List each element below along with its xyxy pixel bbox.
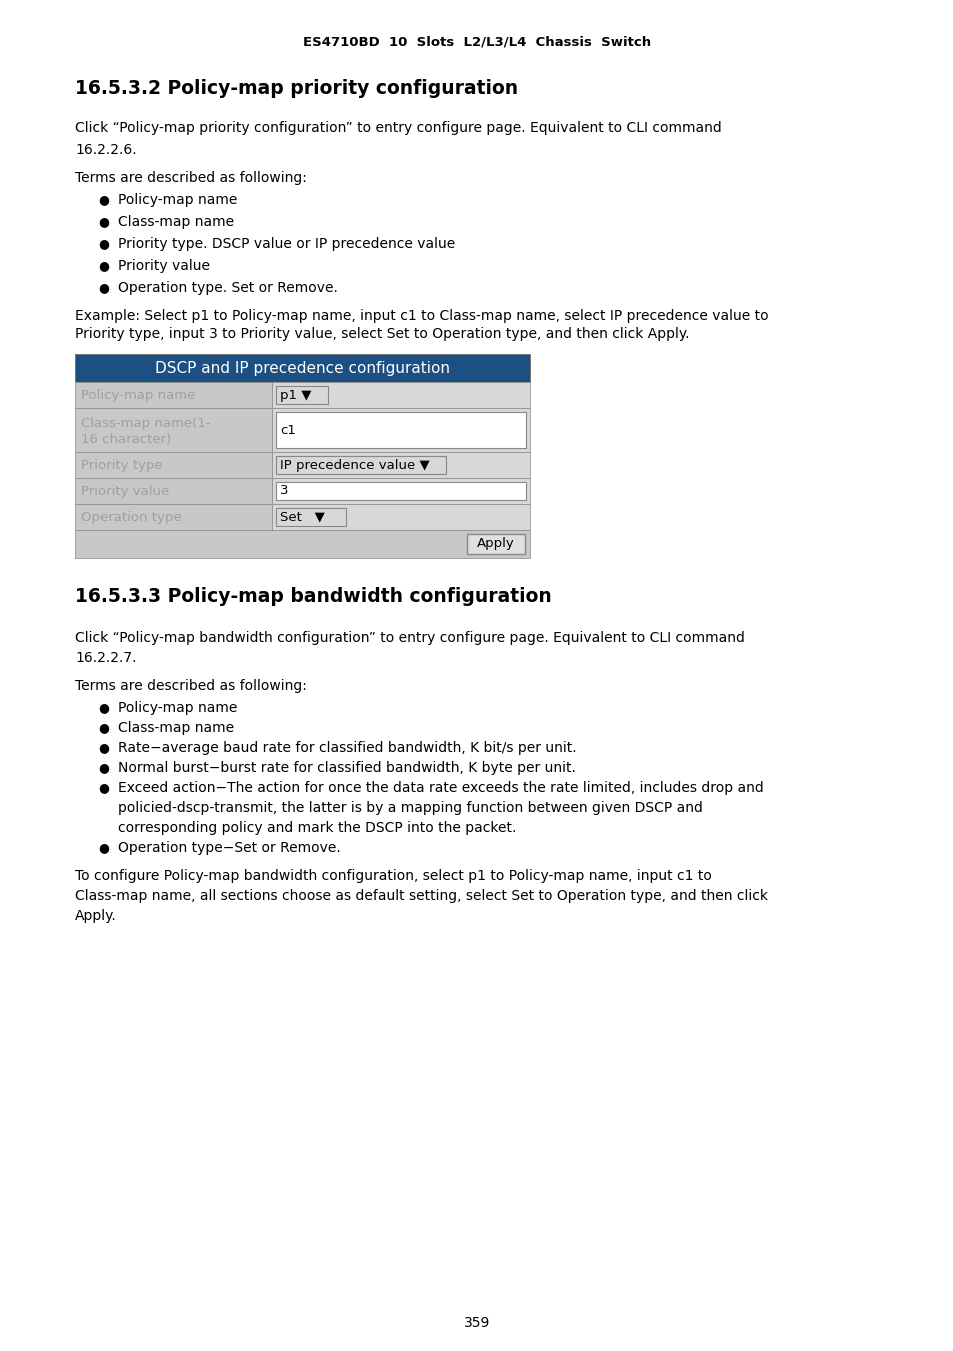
Text: 359: 359: [463, 1316, 490, 1329]
Text: policied-dscp-transmit, the latter is by a mapping function between given DSCP a: policied-dscp-transmit, the latter is by…: [118, 801, 702, 815]
Bar: [75, 530, 530, 558]
Text: Policy-map name: Policy-map name: [118, 193, 237, 207]
Text: ●: ●: [98, 238, 109, 250]
Bar: [75, 354, 530, 382]
Text: Exceed action−The action for once the data rate exceeds the rate limited, includ: Exceed action−The action for once the da…: [118, 781, 763, 794]
Text: Example: Select p1 to Policy-map name, input c1 to Class-map name, select IP pre: Example: Select p1 to Policy-map name, i…: [75, 309, 768, 323]
Text: Apply: Apply: [476, 538, 515, 550]
Text: Policy-map name: Policy-map name: [118, 701, 237, 715]
Text: p1 ▼: p1 ▼: [280, 389, 312, 401]
Text: ES4710BD  10  Slots  L2/L3/L4  Chassis  Switch: ES4710BD 10 Slots L2/L3/L4 Chassis Switc…: [303, 35, 650, 49]
Bar: [272, 408, 530, 453]
Bar: [275, 457, 446, 474]
Text: Click “Policy-map priority configuration” to entry configure page. Equivalent to: Click “Policy-map priority configuration…: [75, 122, 721, 135]
Bar: [75, 408, 272, 453]
Text: 16 character): 16 character): [81, 432, 172, 446]
Text: Priority value: Priority value: [81, 485, 169, 497]
Text: 16.2.2.6.: 16.2.2.6.: [75, 143, 136, 157]
Text: ●: ●: [98, 781, 109, 794]
Text: ●: ●: [98, 281, 109, 295]
Text: Policy-map name: Policy-map name: [81, 389, 195, 401]
Text: Priority type. DSCP value or IP precedence value: Priority type. DSCP value or IP preceden…: [118, 236, 455, 251]
Text: Normal burst−burst rate for classified bandwidth, K byte per unit.: Normal burst−burst rate for classified b…: [118, 761, 576, 775]
Text: DSCP and IP precedence configuration: DSCP and IP precedence configuration: [154, 361, 450, 376]
Text: ●: ●: [98, 216, 109, 228]
Text: Apply.: Apply.: [75, 909, 116, 923]
Bar: [75, 504, 272, 530]
Text: Class-map name, all sections choose as default setting, select Set to Operation : Class-map name, all sections choose as d…: [75, 889, 767, 902]
Text: Class-map name: Class-map name: [118, 215, 233, 230]
Text: c1: c1: [280, 423, 295, 436]
Text: Class-map name: Class-map name: [118, 721, 233, 735]
Text: 16.5.3.3 Policy-map bandwidth configuration: 16.5.3.3 Policy-map bandwidth configurat…: [75, 586, 551, 605]
Text: Operation type: Operation type: [81, 511, 181, 523]
Text: Rate−average baud rate for classified bandwidth, K bit/s per unit.: Rate−average baud rate for classified ba…: [118, 740, 576, 755]
Text: ●: ●: [98, 762, 109, 774]
Text: 3: 3: [280, 485, 288, 497]
Text: Priority type, input 3 to Priority value, select Set to Operation type, and then: Priority type, input 3 to Priority value…: [75, 327, 689, 340]
Text: To configure Policy-map bandwidth configuration, select p1 to Policy-map name, i: To configure Policy-map bandwidth config…: [75, 869, 711, 884]
Bar: [75, 382, 272, 408]
Text: 16.5.3.2 Policy-map priority configuration: 16.5.3.2 Policy-map priority configurati…: [75, 78, 517, 97]
Text: corresponding policy and mark the DSCP into the packet.: corresponding policy and mark the DSCP i…: [118, 821, 516, 835]
Bar: [275, 412, 525, 449]
Text: ●: ●: [98, 701, 109, 715]
Bar: [467, 534, 524, 554]
Text: Terms are described as following:: Terms are described as following:: [75, 172, 307, 185]
Text: ●: ●: [98, 193, 109, 207]
Bar: [272, 478, 530, 504]
Text: Operation type−Set or Remove.: Operation type−Set or Remove.: [118, 842, 340, 855]
Text: ●: ●: [98, 721, 109, 735]
Bar: [75, 478, 272, 504]
Text: ●: ●: [98, 259, 109, 273]
Text: Priority value: Priority value: [118, 259, 210, 273]
Text: 16.2.2.7.: 16.2.2.7.: [75, 651, 136, 665]
Text: Set   ▼: Set ▼: [280, 511, 325, 523]
Bar: [272, 453, 530, 478]
Text: Terms are described as following:: Terms are described as following:: [75, 680, 307, 693]
Bar: [272, 504, 530, 530]
Bar: [75, 453, 272, 478]
Bar: [275, 386, 328, 404]
Text: Operation type. Set or Remove.: Operation type. Set or Remove.: [118, 281, 337, 295]
Text: Click “Policy-map bandwidth configuration” to entry configure page. Equivalent t: Click “Policy-map bandwidth configuratio…: [75, 631, 744, 644]
Bar: [275, 508, 346, 526]
Bar: [275, 482, 525, 500]
Text: ●: ●: [98, 842, 109, 854]
Text: Priority type: Priority type: [81, 458, 162, 471]
Text: IP precedence value ▼: IP precedence value ▼: [280, 458, 429, 471]
Text: ●: ●: [98, 742, 109, 754]
Bar: [272, 382, 530, 408]
Text: Class-map name(1-: Class-map name(1-: [81, 416, 211, 430]
